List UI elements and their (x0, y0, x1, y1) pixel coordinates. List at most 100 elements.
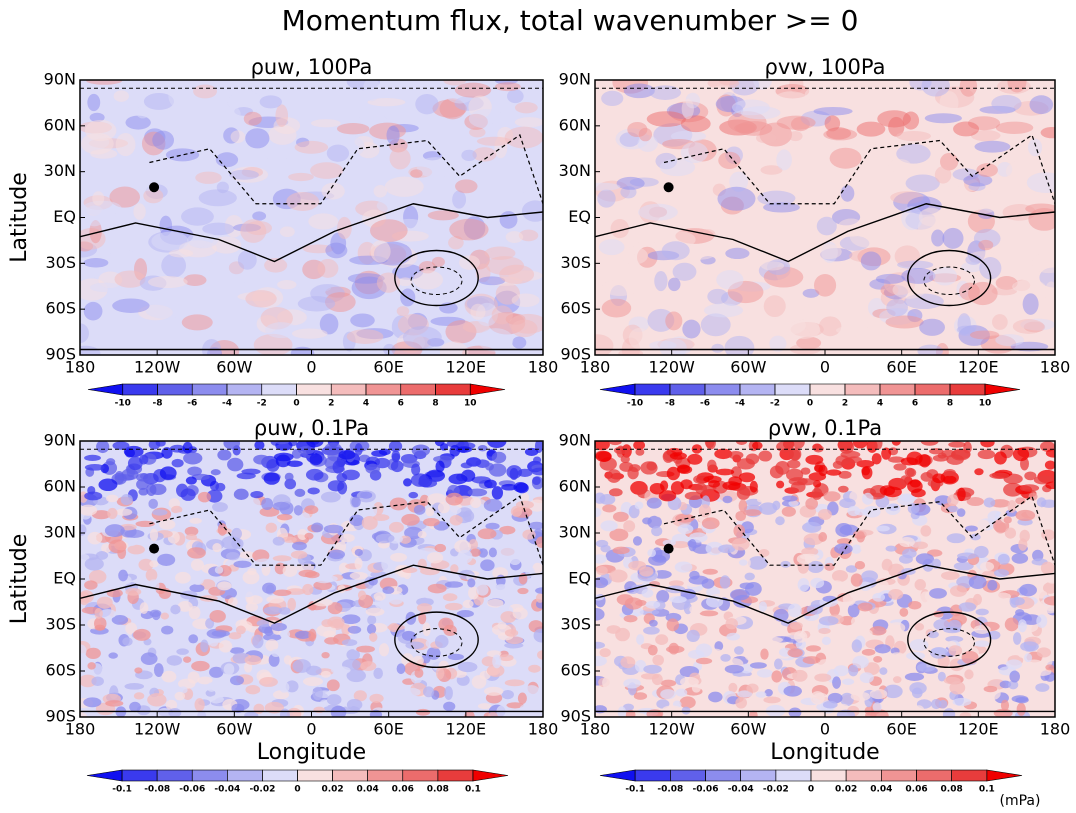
field-blob (486, 664, 505, 678)
field-blob (504, 629, 519, 637)
field-blob (487, 711, 498, 717)
field-blob (191, 574, 204, 586)
field-blob (161, 670, 177, 683)
field-blob (323, 524, 344, 534)
field-blob (805, 497, 818, 510)
field-blob (904, 672, 925, 682)
field-blob (149, 528, 159, 542)
field-blob (978, 239, 994, 251)
field-blob (883, 684, 903, 699)
field-blob (634, 501, 644, 510)
field-blob (595, 450, 612, 462)
field-blob (674, 561, 693, 573)
field-blob (628, 327, 651, 350)
field-blob (108, 652, 118, 659)
field-blob (483, 498, 503, 512)
field-blob (88, 569, 107, 584)
field-blob (85, 647, 101, 660)
field-blob (991, 95, 1022, 113)
field-blob (1012, 447, 1030, 462)
y-tick-label: 90N (559, 70, 591, 89)
field-blob (196, 711, 208, 717)
field-blob (946, 533, 966, 544)
field-blob (958, 602, 977, 612)
colorbar-tick-label: -4 (735, 399, 745, 409)
field-blob (783, 685, 802, 697)
field-blob (805, 454, 824, 465)
field-blob (84, 464, 105, 471)
field-blob (907, 503, 920, 514)
field-blob (595, 577, 609, 589)
field-blob (680, 142, 709, 164)
colorbar-tick-label: 6 (912, 399, 918, 409)
field-blob (602, 676, 613, 689)
field-blob (658, 490, 677, 502)
field-blob (656, 589, 670, 603)
field-blob (597, 189, 616, 208)
field-blob (684, 491, 703, 501)
field-blob (273, 441, 290, 445)
y-tick-label: EQ (53, 569, 76, 588)
field-blob (215, 482, 226, 492)
field-blob (728, 451, 744, 460)
field-blob (188, 605, 201, 620)
field-blob (840, 692, 854, 707)
field-blob (969, 190, 1000, 214)
field-blob (266, 595, 285, 604)
x-tick-label: 0 (306, 358, 316, 377)
colorbar-tick-label: 0.08 (427, 785, 449, 795)
field-blob (326, 694, 342, 706)
field-blob (608, 569, 628, 583)
field-blob (708, 648, 723, 658)
field-blob (365, 607, 385, 617)
field-blob (98, 478, 118, 492)
field-blob (533, 628, 543, 643)
field-blob (775, 516, 785, 526)
colorbar-box (191, 383, 228, 396)
field-blob (293, 505, 303, 516)
field-blob (210, 469, 221, 476)
field-blob (227, 597, 238, 607)
field-blob (948, 441, 966, 448)
field-blob (354, 548, 363, 557)
field-blob (92, 191, 105, 206)
field-blob (993, 569, 1010, 577)
field-blob (504, 126, 543, 149)
field-blob (879, 485, 896, 496)
field-blob (668, 277, 681, 292)
field-blob (245, 602, 259, 612)
field-blob (1024, 653, 1033, 663)
x-tick-label: 60E (373, 720, 403, 739)
field-blob (661, 241, 690, 261)
field-blob (816, 216, 837, 236)
field-blob (518, 229, 539, 242)
field-blob (411, 463, 421, 476)
field-blob (1040, 126, 1055, 139)
field-blob (595, 629, 606, 636)
field-blob (877, 110, 911, 128)
field-blob (737, 690, 753, 698)
field-blob (487, 598, 504, 608)
field-blob (1003, 482, 1023, 497)
field-blob (80, 674, 97, 688)
field-blob (183, 452, 203, 465)
field-blob (934, 166, 952, 184)
field-blob (833, 665, 849, 677)
field-blob (174, 691, 186, 701)
colorbar-box (261, 383, 297, 396)
field-blob (357, 590, 367, 601)
field-blob (714, 641, 724, 651)
field-blob (707, 288, 729, 305)
field-blob (730, 588, 750, 601)
field-blob (166, 655, 183, 666)
field-blob (301, 512, 311, 525)
contour (149, 495, 543, 566)
field-blob (863, 662, 880, 676)
field-blob (813, 445, 824, 453)
field-blob (760, 165, 783, 175)
colorbar-box (705, 769, 741, 782)
field-blob (635, 448, 645, 456)
field-blob (813, 106, 853, 116)
field-blob (818, 627, 831, 635)
field-blob (125, 622, 138, 635)
